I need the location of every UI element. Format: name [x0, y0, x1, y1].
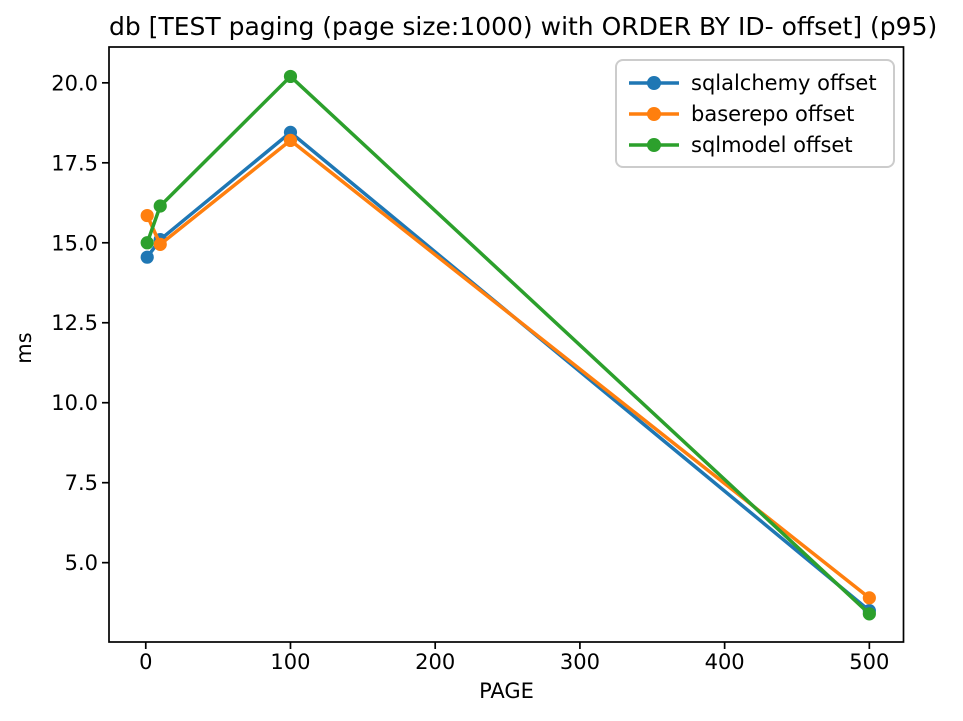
series-line-0: [145, 130, 871, 612]
y-tick-label: 7.5: [65, 471, 98, 495]
data-point-marker-1: [862, 591, 876, 605]
y-tick-label: 10.0: [51, 391, 98, 415]
y-tick-label: 17.5: [51, 151, 98, 175]
series-line-2: [145, 74, 871, 616]
legend-line-marker-icon: [629, 106, 679, 121]
y-tick-label: 20.0: [51, 71, 98, 95]
legend-line-marker-icon: [629, 137, 679, 152]
legend-item: baserepo offset: [626, 98, 884, 129]
x-axis-label: PAGE: [479, 679, 534, 703]
legend-label: sqlalchemy offset: [691, 70, 877, 95]
x-tick-label: 500: [849, 650, 889, 674]
series-line-1: [145, 138, 871, 600]
chart-title: db [TEST paging (page size:1000) with OR…: [109, 12, 938, 41]
legend-label: sqlmodel offset: [691, 132, 853, 157]
plot-border: [108, 46, 905, 643]
legend-line-marker-icon: [629, 75, 679, 90]
data-point-marker-0: [140, 250, 154, 264]
data-point-marker-1: [283, 133, 298, 148]
legend: sqlalchemy offset baserepo offset sqlmod…: [615, 59, 895, 168]
y-tick-label: 5.0: [65, 551, 98, 575]
x-tick-label: 0: [139, 650, 152, 674]
x-tick-label: 100: [270, 650, 310, 674]
x-tick-label: 300: [560, 650, 600, 674]
data-point-marker-1: [153, 237, 167, 251]
data-point-marker-2: [862, 607, 876, 621]
y-tick-label: 12.5: [51, 311, 98, 335]
data-point-marker-2: [153, 199, 167, 213]
legend-item: sqlalchemy offset: [626, 67, 884, 98]
data-point-marker-2: [283, 69, 298, 84]
legend-item: sqlmodel offset: [626, 129, 884, 160]
data-point-marker-1: [140, 208, 154, 223]
data-point-marker-2: [140, 236, 154, 250]
y-tick-label: 15.0: [51, 231, 98, 255]
x-tick-label: 400: [705, 650, 745, 674]
legend-label: baserepo offset: [691, 101, 855, 126]
x-tick-label: 200: [415, 650, 455, 674]
